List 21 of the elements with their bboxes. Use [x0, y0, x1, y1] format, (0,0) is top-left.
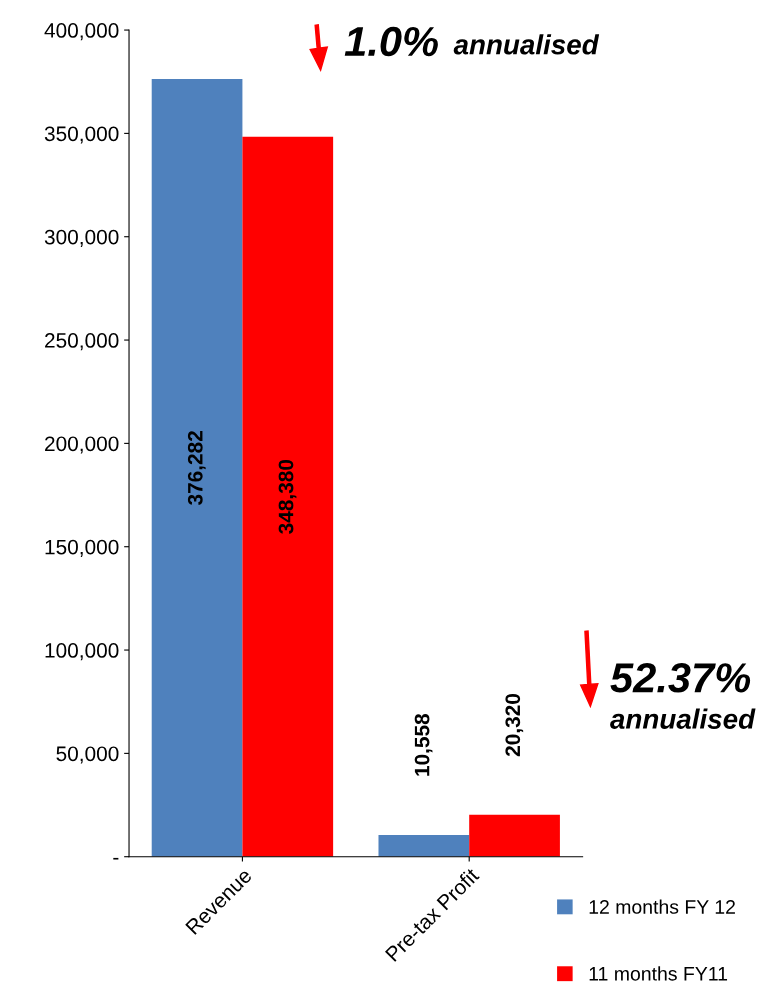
- y-tick-label: 150,000: [45, 539, 119, 557]
- data-label: 348,380: [278, 459, 297, 534]
- y-tick-label: 250,000: [45, 333, 119, 351]
- y-tick-label: 300,000: [44, 229, 119, 247]
- annotation: 1.0% annualised: [344, 26, 600, 57]
- text: 52.37% annualised: [610, 663, 756, 729]
- y-tick-label: 350,000: [44, 126, 119, 144]
- legend-label: 11 months FY11: [589, 966, 728, 981]
- y-tick-label: 200,000: [45, 436, 119, 454]
- data-label: 20,320: [505, 693, 524, 757]
- y-tick-label: 50,000: [56, 746, 119, 764]
- legend-label: 12 months FY 12: [589, 899, 735, 914]
- bar: [151, 79, 243, 857]
- bar: [378, 834, 470, 857]
- y-tick-label: 400,000: [44, 23, 119, 41]
- y-tick-label: 100,000: [45, 643, 119, 661]
- bar: [242, 136, 334, 857]
- data-label: 376,282: [187, 431, 206, 506]
- y-tick-label: -: [113, 857, 119, 860]
- bar: [469, 814, 560, 857]
- data-label: 10,558: [414, 713, 433, 776]
